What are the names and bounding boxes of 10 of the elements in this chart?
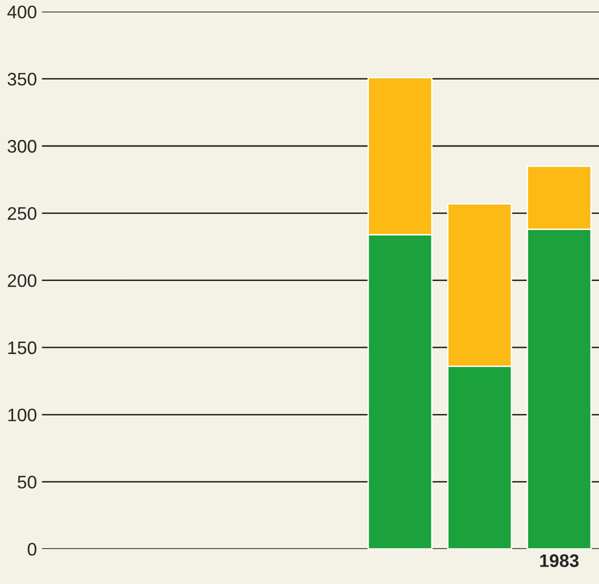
- y-tick-label: 200: [8, 274, 36, 288]
- x-tick-label: 1983: [540, 554, 579, 568]
- y-tick-label: 50: [18, 476, 36, 489]
- y-tick-label: 100: [8, 408, 36, 422]
- y-tick-label: 150: [8, 341, 36, 354]
- y-tick-label: 400: [7, 6, 36, 18]
- y-tick-label: 0: [28, 542, 36, 556]
- y-tick-label: 350: [8, 72, 36, 86]
- y-tick-label: 250: [8, 207, 36, 220]
- y-tick-label: 300: [8, 140, 36, 153]
